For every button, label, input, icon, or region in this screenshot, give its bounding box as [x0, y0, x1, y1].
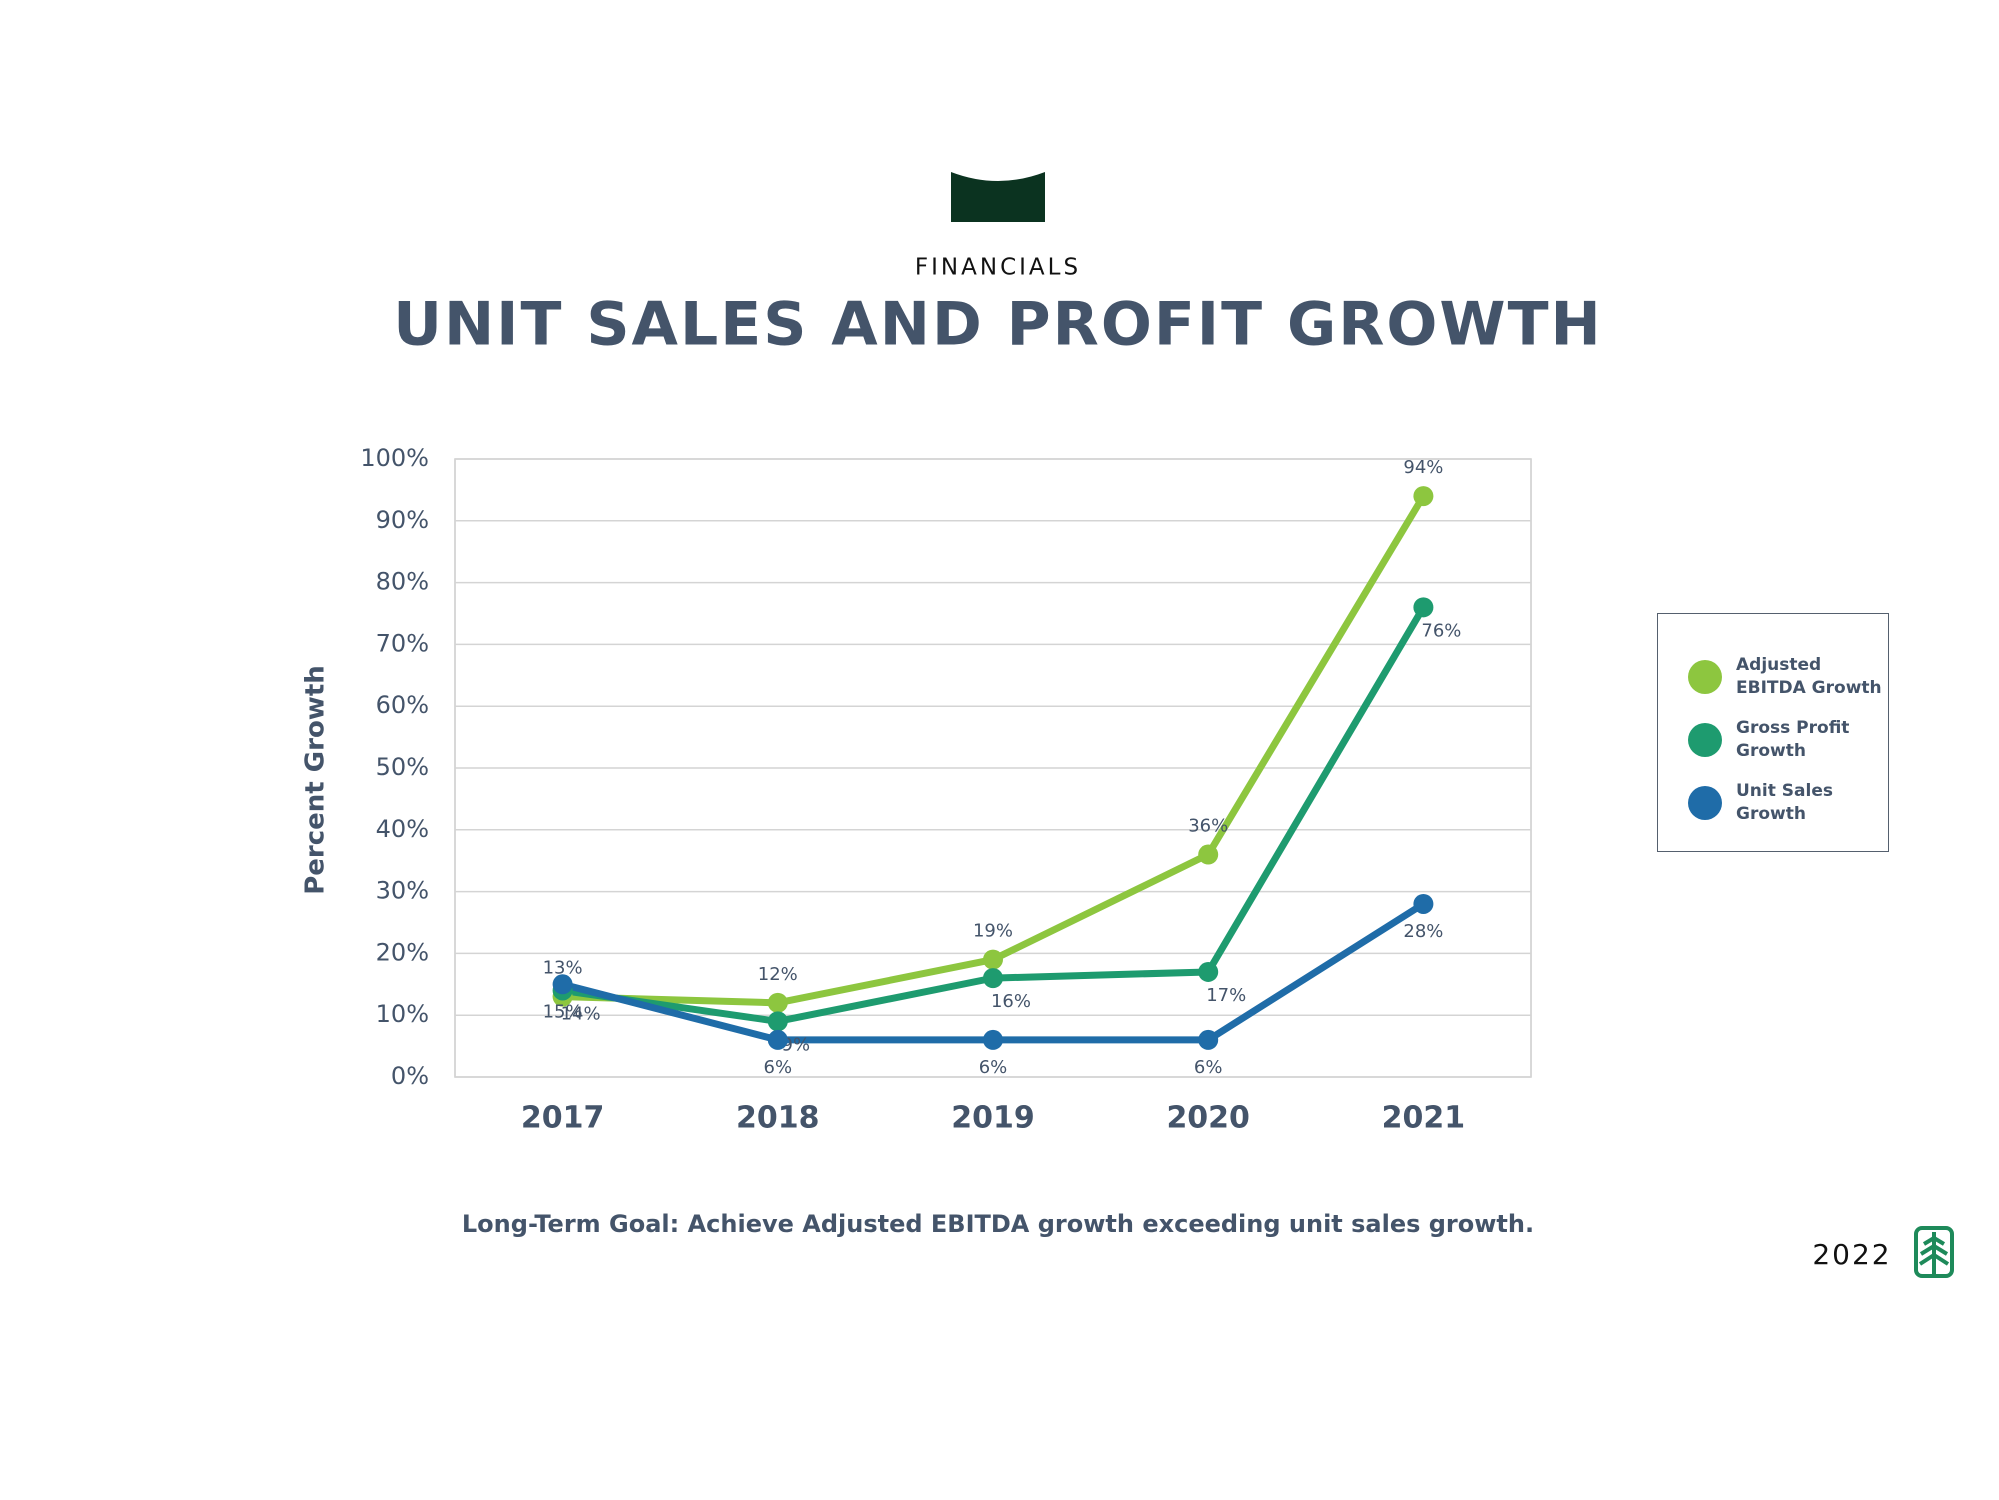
y-tick-label: 40%: [376, 815, 429, 843]
data-label: 17%: [1206, 985, 1246, 1006]
legend-item: Gross Profit Growth: [1688, 717, 1886, 763]
kicker: FINANCIALS: [915, 255, 1081, 281]
data-point: [767, 992, 788, 1013]
legend: Adjusted EBITDA Growth Gross Profit Growt…: [1657, 613, 1889, 852]
legend-swatch: [1688, 723, 1722, 757]
y-tick-label: 90%: [376, 506, 429, 534]
y-tick-label: 10%: [376, 1000, 429, 1028]
banner-shape: [951, 172, 1045, 222]
x-tick-label: 2021: [1382, 1101, 1466, 1136]
data-point: [552, 974, 573, 995]
legend-item: Unit Sales Growth: [1688, 780, 1886, 826]
data-label: 36%: [1188, 816, 1228, 837]
y-tick-label: 70%: [376, 629, 429, 657]
x-tick-label: 2018: [736, 1101, 820, 1136]
data-point: [1198, 1029, 1219, 1050]
x-tick-label: 2017: [521, 1101, 605, 1136]
y-tick-label: 20%: [376, 938, 429, 966]
data-point: [767, 1029, 788, 1050]
data-point: [1413, 597, 1434, 618]
data-point: [983, 968, 1003, 989]
data-label: 94%: [1403, 457, 1443, 478]
legend-label: Unit Sales Growth: [1736, 781, 1833, 824]
data-label: 28%: [1403, 921, 1443, 942]
data-point: [1198, 961, 1219, 982]
data-label: 19%: [973, 921, 1013, 942]
data-label: 6%: [979, 1057, 1008, 1078]
data-label: 12%: [758, 964, 798, 985]
data-point: [1198, 844, 1219, 865]
y-tick-label: 30%: [376, 877, 429, 905]
data-point: [767, 1011, 788, 1032]
annotation: Long-Term Goal: Achieve Adjusted EBITDA …: [462, 1210, 1534, 1238]
y-tick-label: 100%: [360, 444, 429, 472]
legend-item: Adjusted EBITDA Growth: [1688, 654, 1886, 700]
data-label: 6%: [1194, 1057, 1223, 1078]
data-label: 9%: [782, 1034, 811, 1055]
data-point: [983, 949, 1003, 970]
y-tick-label: 50%: [376, 753, 429, 781]
legend-swatch: [1688, 786, 1722, 820]
logo: [1914, 1226, 1954, 1278]
x-tick-label: 2019: [951, 1101, 1035, 1136]
legend-label: Gross Profit Growth: [1736, 718, 1850, 761]
year: 2022: [1812, 1238, 1891, 1271]
data-label: 13%: [543, 958, 583, 979]
data-label: 14%: [561, 1003, 601, 1024]
y-tick-label: 0%: [391, 1062, 429, 1090]
data-label: 16%: [991, 991, 1031, 1012]
y-tick-label: 80%: [376, 568, 429, 596]
y-axis-title: Percent Growth: [301, 665, 331, 895]
legend-swatch: [1688, 660, 1722, 694]
data-label: 15%: [543, 1001, 583, 1022]
data-point: [1413, 486, 1434, 507]
y-tick-label: 60%: [376, 691, 429, 719]
x-tick-label: 2020: [1166, 1101, 1250, 1136]
data-point: [983, 1029, 1003, 1050]
data-point: [1413, 893, 1434, 914]
data-label: 76%: [1421, 620, 1461, 641]
data-label: 6%: [764, 1057, 793, 1078]
legend-label: Adjusted EBITDA Growth: [1736, 655, 1882, 698]
chart-title: UNIT SALES AND PROFIT GROWTH: [393, 290, 1602, 360]
